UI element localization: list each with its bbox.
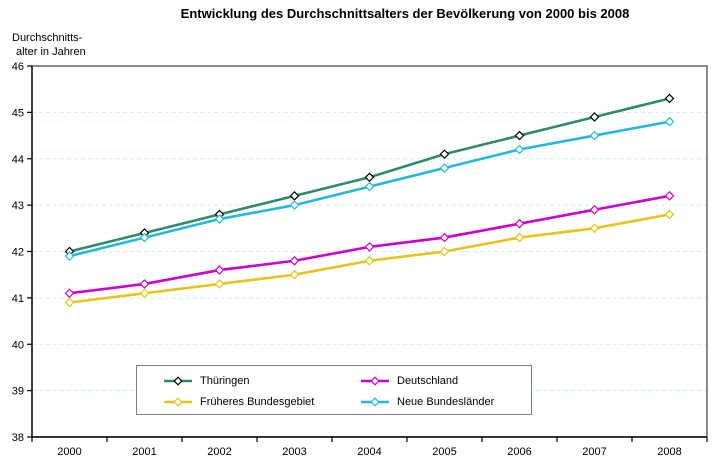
x-tick-label: 2003 bbox=[282, 446, 306, 458]
y-tick-label: 42 bbox=[12, 247, 24, 259]
series-marker-1 bbox=[589, 204, 600, 215]
series-marker-2 bbox=[64, 297, 75, 308]
x-tick-label: 2007 bbox=[582, 446, 606, 458]
y-axis-title-line1: Durchschnitts- bbox=[12, 32, 83, 44]
y-tick-label: 38 bbox=[12, 432, 24, 444]
legend-label: Neue Bundesländer bbox=[397, 395, 495, 408]
y-tick-label: 45 bbox=[12, 107, 24, 119]
y-tick-label: 39 bbox=[12, 386, 24, 398]
series-marker-1 bbox=[364, 242, 375, 252]
series-marker-0 bbox=[514, 130, 525, 141]
x-tick-label: 2008 bbox=[657, 446, 681, 458]
legend-item-frueheres-bundesgebiet: Früheres Bundesgebiet bbox=[137, 391, 334, 412]
series-marker-2 bbox=[589, 223, 600, 234]
series-marker-0 bbox=[664, 93, 675, 104]
series-marker-2 bbox=[439, 246, 450, 257]
series-marker-3 bbox=[64, 251, 75, 261]
legend-label: Thüringen bbox=[200, 374, 250, 387]
series-marker-0 bbox=[289, 191, 300, 201]
series-marker-2 bbox=[289, 269, 300, 280]
series-marker-3 bbox=[139, 232, 150, 243]
y-tick-label: 43 bbox=[12, 200, 24, 212]
series-marker-3 bbox=[589, 130, 600, 141]
y-tick-label: 44 bbox=[12, 154, 24, 166]
legend-swatch-thueringen bbox=[164, 375, 192, 386]
x-tick-label: 2005 bbox=[432, 446, 456, 458]
chart-title: Entwicklung des Durchschnittsalters der … bbox=[180, 6, 630, 21]
series-marker-1 bbox=[514, 218, 525, 229]
y-axis-title: Durchschnitts- alter in Jahren bbox=[12, 31, 86, 59]
series-marker-2 bbox=[139, 288, 150, 299]
series-marker-0 bbox=[439, 149, 450, 159]
legend-swatch-neue-bundeslaender bbox=[361, 396, 389, 407]
x-tick-label: 2000 bbox=[57, 446, 81, 458]
series-marker-2 bbox=[214, 279, 225, 289]
y-tick-label: 46 bbox=[12, 61, 24, 73]
series-marker-3 bbox=[514, 144, 525, 155]
series-marker-0 bbox=[364, 172, 375, 183]
legend-item-neue-bundeslaender: Neue Bundesländer bbox=[334, 391, 531, 412]
legend: Thüringen Deutschland Früheres Bundesgeb… bbox=[136, 365, 532, 415]
series-marker-3 bbox=[364, 181, 375, 192]
series-marker-3 bbox=[214, 214, 225, 224]
series-marker-2 bbox=[364, 255, 375, 266]
x-tick-label: 2006 bbox=[507, 446, 531, 458]
x-tick-label: 2002 bbox=[207, 446, 231, 458]
x-tick-label: 2004 bbox=[357, 446, 381, 458]
series-marker-1 bbox=[214, 265, 225, 275]
series-marker-1 bbox=[664, 191, 675, 201]
series-marker-1 bbox=[64, 288, 75, 299]
x-tick-label: 2001 bbox=[132, 446, 156, 458]
series-marker-2 bbox=[514, 232, 525, 243]
series-marker-3 bbox=[664, 116, 675, 127]
series-marker-3 bbox=[289, 200, 300, 210]
series-marker-3 bbox=[439, 163, 450, 173]
y-tick-label: 41 bbox=[12, 293, 24, 305]
legend-item-deutschland: Deutschland bbox=[334, 370, 531, 391]
y-axis-title-line2: alter in Jahren bbox=[16, 46, 86, 58]
series-marker-2 bbox=[664, 209, 675, 220]
series-marker-1 bbox=[289, 255, 300, 266]
legend-label: Früheres Bundesgebiet bbox=[200, 395, 315, 408]
y-tick-label: 40 bbox=[12, 339, 24, 351]
legend-swatch-deutschland bbox=[361, 375, 389, 386]
legend-label: Deutschland bbox=[397, 374, 459, 387]
series-marker-1 bbox=[139, 279, 150, 289]
series-marker-0 bbox=[589, 112, 600, 122]
legend-swatch-frueheres-bundesgebiet bbox=[164, 396, 192, 407]
legend-item-thueringen: Thüringen bbox=[137, 370, 334, 391]
series-marker-1 bbox=[439, 232, 450, 243]
